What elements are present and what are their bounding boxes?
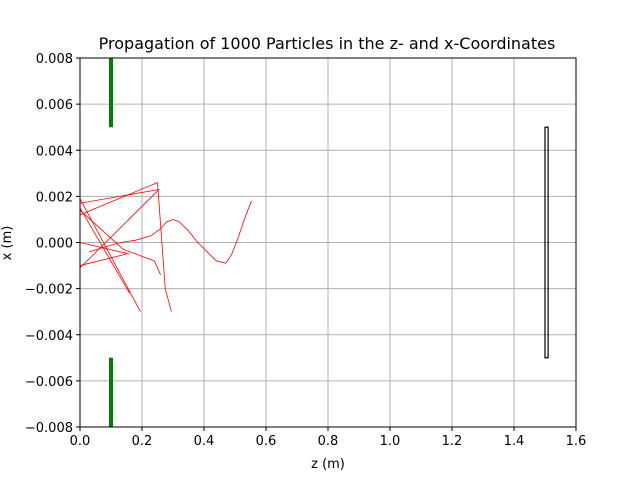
x-tick-label: 1.6: [566, 434, 587, 449]
x-tick-label: 0.8: [318, 434, 339, 449]
x-tick-label: 0.2: [132, 434, 153, 449]
y-tick-label: 0.006: [36, 98, 73, 113]
y-axis-label: x (m): [0, 226, 15, 261]
x-tick-label: 0.0: [70, 434, 91, 449]
particle-trajectory: [79, 182, 158, 216]
particle-trajectory: [79, 253, 127, 266]
particle-trajectory: [79, 189, 160, 204]
x-tick-label: 1.4: [504, 434, 525, 449]
y-tick-label: −0.006: [25, 375, 73, 390]
x-tick-label: 0.4: [194, 434, 215, 449]
x-axis-label: z (m): [311, 457, 345, 472]
y-tick-label: 0.004: [36, 144, 73, 159]
x-tick-label: 1.0: [380, 434, 401, 449]
x-tick-label: 0.6: [256, 434, 277, 449]
y-tick-label: −0.008: [25, 421, 73, 436]
particle-trajectory: [79, 189, 160, 269]
y-tick-label: −0.002: [25, 283, 73, 298]
particle-trajectory: [79, 198, 141, 312]
y-tick-label: 0.008: [36, 52, 73, 67]
y-tick-label: 0.000: [36, 237, 73, 252]
x-tick-label: 1.2: [442, 434, 463, 449]
y-tick-label: 0.002: [36, 190, 73, 205]
detector-rect: [544, 126, 549, 359]
y-tick-label: −0.004: [25, 329, 73, 344]
particle-trajectory: [157, 182, 172, 312]
particle-trajectory: [89, 200, 252, 264]
axis-ticks: 0.0 0.2 0.4 0.6 0.8 1.0 1.2 1.4 1.6 −0.008 −0.006 −…: [25, 52, 586, 449]
particle-trajectory: [79, 242, 130, 255]
particle-trajectory: [79, 209, 161, 275]
chart-title: Propagation of 1000 Particles in the z- …: [99, 34, 556, 53]
particle-trajectory: [79, 207, 130, 294]
plot-area: [79, 58, 549, 427]
